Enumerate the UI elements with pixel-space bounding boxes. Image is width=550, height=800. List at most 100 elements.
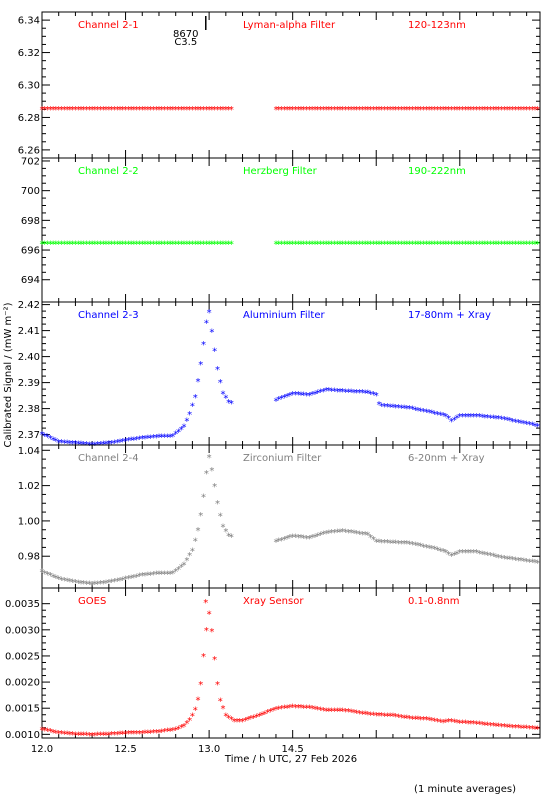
- data-point: *: [179, 425, 184, 436]
- data-point: *: [410, 105, 415, 116]
- data-point: *: [532, 105, 537, 116]
- data-point: *: [527, 420, 532, 431]
- data-point: *: [151, 728, 156, 739]
- data-point: *: [151, 570, 156, 581]
- data-point: *: [184, 556, 189, 567]
- data-point: *: [276, 240, 281, 251]
- data-point: *: [215, 105, 220, 116]
- data-point: *: [443, 717, 448, 728]
- data-point: *: [505, 240, 510, 251]
- data-point: *: [468, 548, 473, 559]
- data-point: *: [480, 549, 485, 560]
- data-point: *: [488, 413, 493, 424]
- data-point: *: [279, 536, 284, 547]
- data-point: *: [449, 552, 454, 563]
- data-point: *: [84, 731, 89, 742]
- data-point: *: [468, 240, 473, 251]
- y-tick-label: 700: [21, 186, 40, 197]
- data-point: *: [329, 240, 334, 251]
- data-point: *: [343, 240, 348, 251]
- data-point: *: [441, 105, 446, 116]
- data-point: *: [390, 105, 395, 116]
- data-point: *: [363, 105, 368, 116]
- data-point: *: [365, 710, 370, 721]
- data-point: *: [377, 400, 382, 411]
- data-point: *: [45, 433, 50, 444]
- data-point: *: [485, 105, 490, 116]
- data-point: *: [354, 105, 359, 116]
- data-point: *: [315, 105, 320, 116]
- data-point: *: [315, 389, 320, 400]
- data-point: *: [349, 105, 354, 116]
- data-point: *: [477, 549, 482, 560]
- data-point: *: [53, 573, 58, 584]
- data-point: *: [212, 482, 217, 493]
- data-point: *: [115, 105, 120, 116]
- data-point: *: [201, 492, 206, 503]
- data-point: *: [56, 438, 61, 449]
- data-point: *: [429, 544, 434, 555]
- data-point: *: [115, 438, 120, 449]
- data-point: *: [279, 704, 284, 715]
- data-point: *: [463, 548, 468, 559]
- data-point: *: [340, 105, 345, 116]
- data-point: *: [427, 105, 432, 116]
- data-point: *: [449, 417, 454, 428]
- data-point: *: [73, 240, 78, 251]
- data-point: *: [165, 727, 170, 738]
- data-point: *: [318, 105, 323, 116]
- data-point: *: [226, 713, 231, 724]
- data-point: *: [42, 105, 47, 116]
- data-point: *: [513, 105, 518, 116]
- panel-channel-label: GOES: [78, 596, 106, 607]
- data-point: *: [195, 105, 200, 116]
- data-point: *: [173, 567, 178, 578]
- data-point: *: [346, 707, 351, 718]
- y-tick-label: 0.0030: [5, 625, 40, 636]
- data-point: *: [104, 578, 109, 589]
- data-point: *: [346, 105, 351, 116]
- data-point: *: [67, 577, 72, 588]
- data-point: *: [159, 569, 164, 580]
- data-point: *: [223, 394, 228, 405]
- data-point: *: [148, 105, 153, 116]
- data-point: *: [95, 240, 100, 251]
- data-point: *: [209, 105, 214, 116]
- data-point: *: [223, 527, 228, 538]
- data-point: *: [449, 717, 454, 728]
- data-point: *: [496, 240, 501, 251]
- data-point: *: [299, 105, 304, 116]
- data-point: *: [162, 105, 167, 116]
- data-point: *: [371, 711, 376, 722]
- data-point: *: [195, 695, 200, 706]
- data-point: *: [463, 240, 468, 251]
- x-axis-label: Time / h UTC, 27 Feb 2026: [224, 754, 357, 765]
- data-series: ****************************************…: [40, 598, 541, 742]
- data-point: *: [104, 240, 109, 251]
- data-point: *: [435, 546, 440, 557]
- data-point: *: [209, 240, 214, 251]
- data-point: *: [42, 569, 47, 580]
- panels: 6.26 6.28 6.30 6.32 6.34 Channel 2-1 Lyman-alp…: [5, 11, 541, 742]
- data-point: *: [452, 240, 457, 251]
- data-point: *: [287, 240, 292, 251]
- data-point: *: [273, 240, 278, 251]
- data-point: *: [53, 437, 58, 448]
- data-point: *: [92, 440, 97, 451]
- data-point: *: [446, 414, 451, 425]
- data-point: *: [493, 414, 498, 425]
- data-point: *: [488, 240, 493, 251]
- data-point: *: [176, 724, 181, 735]
- data-point: *: [360, 709, 365, 720]
- data-point: *: [499, 722, 504, 733]
- data-point: *: [516, 723, 521, 734]
- data-point: *: [491, 552, 496, 563]
- data-point: *: [112, 438, 117, 449]
- data-point: *: [340, 527, 345, 538]
- data-point: *: [59, 729, 64, 740]
- data-point: *: [491, 721, 496, 732]
- data-point: *: [187, 551, 192, 562]
- data-point: *: [145, 571, 150, 582]
- data-point: *: [198, 240, 203, 251]
- data-point: *: [393, 539, 398, 550]
